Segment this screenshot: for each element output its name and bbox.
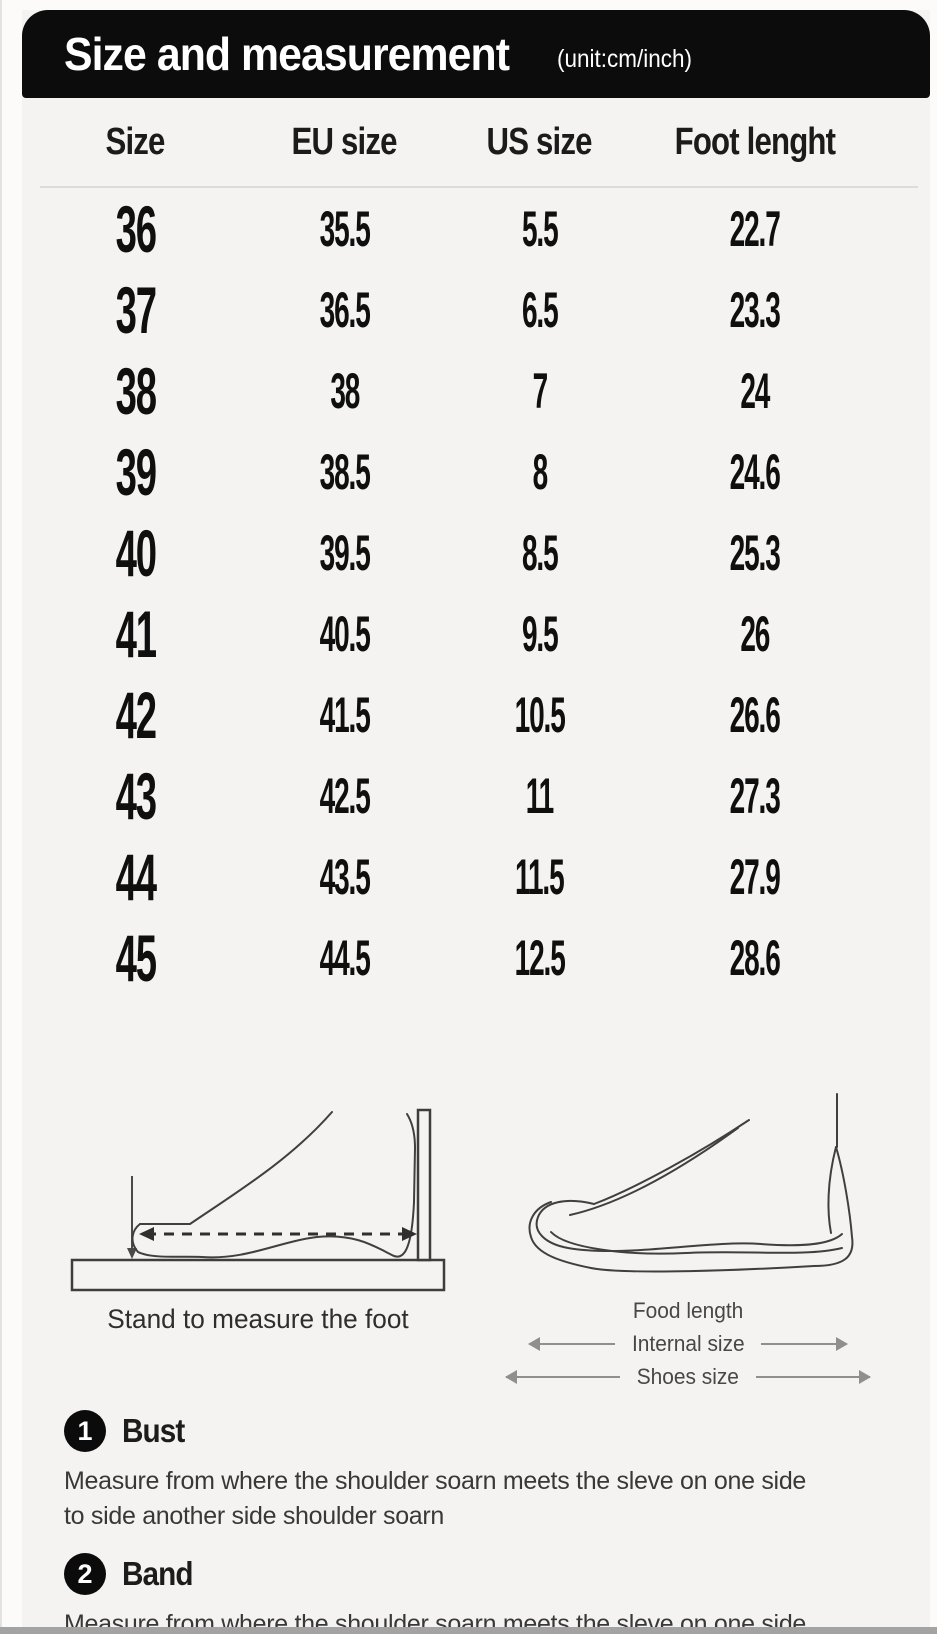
cell-us-size: 8 bbox=[532, 443, 548, 500]
cell-eu-size: 43.5 bbox=[319, 848, 370, 905]
cell-size: 41 bbox=[115, 596, 156, 671]
cell-us-size: 9.5 bbox=[521, 605, 559, 662]
cell-us-size: 10.5 bbox=[514, 686, 566, 743]
band-section: 2 Band Measure from where the shoulder s… bbox=[64, 1553, 894, 1634]
cell-foot-length: 27.9 bbox=[729, 848, 781, 905]
table-row: 44 43.5 11.5 27.9 bbox=[22, 836, 930, 917]
shoe-outline bbox=[528, 1093, 854, 1273]
column-header-us-size: US size bbox=[486, 120, 593, 163]
unit-note: (unit:cm/inch) bbox=[556, 44, 692, 73]
cell-us-size: 12.5 bbox=[514, 929, 566, 986]
table-header: Size EU size US size Foot lenght bbox=[22, 98, 930, 186]
header-divider bbox=[40, 186, 918, 188]
bust-title: Bust bbox=[122, 1412, 185, 1449]
internal-size-label: Internal size bbox=[631, 1331, 745, 1356]
cell-foot-length: 26.6 bbox=[729, 686, 781, 743]
cell-eu-size: 44.5 bbox=[319, 929, 370, 986]
foot-length-arrow bbox=[139, 1227, 417, 1241]
cell-eu-size: 38 bbox=[329, 362, 360, 419]
page-title: Size and measurement bbox=[64, 28, 510, 80]
heel-wall bbox=[416, 1108, 432, 1262]
cell-size: 39 bbox=[115, 434, 156, 509]
cell-size: 45 bbox=[115, 920, 156, 995]
table-row: 38 38 7 24 bbox=[22, 350, 930, 431]
cell-foot-length: 28.6 bbox=[729, 929, 781, 986]
foot-length-label: Food length bbox=[632, 1298, 744, 1323]
cell-size: 40 bbox=[115, 515, 156, 590]
cell-us-size: 5.5 bbox=[521, 200, 559, 257]
table-row: 40 39.5 8.5 25.3 bbox=[22, 512, 930, 593]
left-edge-divider bbox=[0, 0, 2, 1634]
cell-foot-length: 25.3 bbox=[729, 524, 781, 581]
base-board bbox=[70, 1258, 446, 1292]
cell-size: 38 bbox=[115, 353, 156, 428]
cell-foot-length: 27.3 bbox=[729, 767, 781, 824]
column-header-foot-length: Foot lenght bbox=[674, 120, 835, 163]
shoes-size-label-row: Shoes size bbox=[504, 1364, 872, 1390]
cell-us-size: 11.5 bbox=[515, 848, 565, 905]
size-chart-panel: Size and measurement (unit:cm/inch) Size… bbox=[22, 10, 930, 1634]
left-arrow-icon bbox=[527, 1337, 615, 1351]
number-1-badge: 1 bbox=[64, 1410, 106, 1452]
bust-section: 1 Bust Measure from where the shoulder s… bbox=[64, 1410, 894, 1533]
cell-eu-size: 41.5 bbox=[319, 686, 370, 743]
table-row: 41 40.5 9.5 26 bbox=[22, 593, 930, 674]
bust-heading: 1 Bust bbox=[64, 1410, 894, 1452]
shoes-size-label: Shoes size bbox=[636, 1364, 740, 1389]
shoe-illustration bbox=[528, 1093, 854, 1273]
left-diagram-caption: Stand to measure the foot bbox=[107, 1304, 409, 1334]
cell-us-size: 6.5 bbox=[521, 281, 559, 338]
cell-eu-size: 40.5 bbox=[319, 605, 370, 662]
right-arrow-icon bbox=[761, 1337, 849, 1351]
table-row: 39 38.5 8 24.6 bbox=[22, 431, 930, 512]
cell-foot-length: 24 bbox=[740, 362, 770, 419]
cell-eu-size: 42.5 bbox=[319, 767, 370, 824]
internal-size-label-row: Internal size bbox=[506, 1331, 870, 1357]
table-row: 37 36.5 6.5 23.3 bbox=[22, 269, 930, 350]
shoe-size-labels: Food length Internal size Shoes size bbox=[504, 1298, 872, 1390]
cell-us-size: 8.5 bbox=[521, 524, 559, 581]
cell-eu-size: 35.5 bbox=[319, 200, 370, 257]
table-row: 42 41.5 10.5 26.6 bbox=[22, 674, 930, 755]
table-row: 36 35.5 5.5 22.7 bbox=[22, 188, 930, 269]
cell-foot-length: 23.3 bbox=[729, 281, 781, 338]
cell-size: 36 bbox=[115, 191, 156, 266]
band-heading: 2 Band bbox=[64, 1553, 894, 1595]
bottom-cutoff-strip bbox=[0, 1627, 937, 1634]
shoe-size-diagram: Food length Internal size Shoes size bbox=[504, 1052, 872, 1390]
band-title: Band bbox=[122, 1555, 194, 1592]
cell-size: 44 bbox=[115, 839, 156, 914]
foot-outline bbox=[131, 1111, 417, 1259]
cell-foot-length: 22.7 bbox=[729, 200, 781, 257]
cell-us-size: 7 bbox=[532, 362, 548, 419]
cell-size: 37 bbox=[115, 272, 156, 347]
number-2-badge: 2 bbox=[64, 1553, 106, 1595]
measure-instructions: 1 Bust Measure from where the shoulder s… bbox=[64, 1410, 894, 1634]
column-header-eu-size: EU size bbox=[291, 120, 398, 163]
cell-eu-size: 39.5 bbox=[319, 524, 370, 581]
cell-eu-size: 38.5 bbox=[319, 443, 370, 500]
cell-foot-length: 24.6 bbox=[729, 443, 781, 500]
cell-eu-size: 36.5 bbox=[319, 281, 370, 338]
cell-foot-length: 26 bbox=[740, 605, 770, 662]
column-header-size: Size bbox=[105, 120, 166, 163]
banner: Size and measurement (unit:cm/inch) bbox=[22, 10, 930, 98]
table-body: 36 35.5 5.5 22.7 37 36.5 6.5 23.3 38 38 … bbox=[22, 188, 930, 998]
table-row: 43 42.5 11 27.3 bbox=[22, 755, 930, 836]
left-arrow-icon bbox=[504, 1370, 621, 1384]
foot-measure-diagram: Stand to measure the foot bbox=[62, 1052, 454, 1390]
bust-description: Measure from where the shoulder soarn me… bbox=[64, 1467, 807, 1530]
cell-size: 42 bbox=[115, 677, 156, 752]
foot-length-label-row: Food length bbox=[506, 1298, 870, 1324]
right-arrow-icon bbox=[755, 1370, 872, 1384]
cell-us-size: 11 bbox=[525, 767, 554, 824]
foot-measure-illustration bbox=[70, 1108, 446, 1292]
table-row: 45 44.5 12.5 28.6 bbox=[22, 917, 930, 998]
measurement-diagrams: Stand to measure the foot bbox=[22, 1052, 930, 1390]
toe-reference-line bbox=[127, 1176, 137, 1259]
cell-size: 43 bbox=[115, 758, 156, 833]
